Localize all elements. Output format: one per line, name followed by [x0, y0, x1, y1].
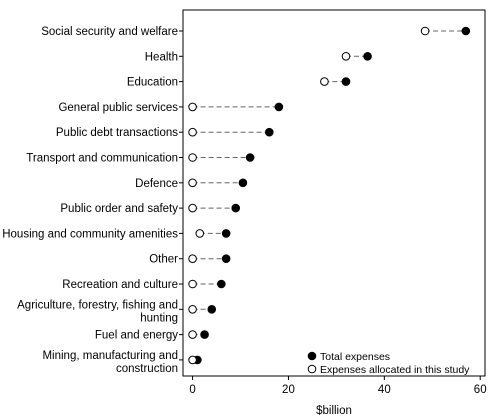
x-tick-label: 0 [189, 384, 195, 396]
point-total-expenses [461, 26, 471, 36]
point-total-expenses [221, 229, 231, 238]
category-label: Mining, manufacturing and construction [42, 350, 178, 375]
connector-lines [192, 30, 466, 361]
point-allocated-expenses [188, 330, 197, 339]
category-label: Education [127, 77, 178, 89]
legend-marker-total [307, 351, 317, 361]
category-label: Other [149, 254, 178, 266]
category-label: Public order and safety [60, 203, 178, 215]
category-label: Housing and community amenities [2, 228, 178, 240]
point-allocated-expenses [188, 203, 197, 213]
plot-frame [182, 9, 486, 377]
point-allocated-expenses [188, 305, 197, 314]
point-total-expenses [341, 77, 351, 86]
point-total-expenses [274, 102, 284, 112]
point-allocated-expenses [420, 26, 430, 36]
x-tick-label: 60 [474, 384, 487, 396]
point-total-expenses [231, 203, 241, 213]
x-tick-label: 40 [378, 384, 391, 396]
point-allocated-expenses [188, 254, 197, 264]
category-label: Social security and welfare [41, 26, 178, 38]
category-labels: Social security and welfare Health Educati… [2, 26, 178, 375]
point-total-expenses [200, 330, 209, 339]
category-label: General public services [58, 102, 178, 114]
point-allocated-expenses [188, 102, 197, 112]
x-tick-label: 20 [282, 384, 295, 396]
category-label: Defence [135, 178, 178, 190]
data-points [188, 26, 471, 365]
x-axis-title: $billion [316, 405, 352, 417]
legend-label-total: Total expenses [320, 351, 390, 363]
point-allocated-expenses [188, 127, 197, 137]
legend-marker-allocated [307, 364, 317, 374]
point-total-expenses [217, 279, 226, 289]
point-allocated-expenses [188, 178, 197, 188]
legend-label-allocated: Expenses allocated in this study [320, 364, 470, 376]
point-allocated-expenses [188, 153, 197, 162]
point-total-expenses [245, 153, 255, 162]
point-total-expenses [221, 254, 231, 264]
x-axis-ticks: 0 20 40 60 [179, 30, 487, 396]
category-label: Agriculture, forestry, fishing and huntin… [17, 299, 178, 324]
point-allocated-expenses [188, 279, 197, 289]
category-label: Recreation and culture [62, 279, 178, 291]
category-label: Public debt transactions [56, 127, 178, 139]
point-allocated-expenses [341, 52, 351, 61]
category-label: Health [145, 51, 178, 63]
point-total-expenses [264, 127, 274, 137]
point-allocated-expenses [195, 229, 205, 238]
point-allocated-expenses [188, 355, 197, 365]
category-label: Transport and communication [26, 153, 178, 165]
point-total-expenses [238, 178, 248, 188]
point-allocated-expenses [320, 77, 329, 86]
point-total-expenses [207, 305, 217, 314]
point-total-expenses [363, 52, 372, 61]
category-label: Fuel and energy [95, 330, 178, 342]
